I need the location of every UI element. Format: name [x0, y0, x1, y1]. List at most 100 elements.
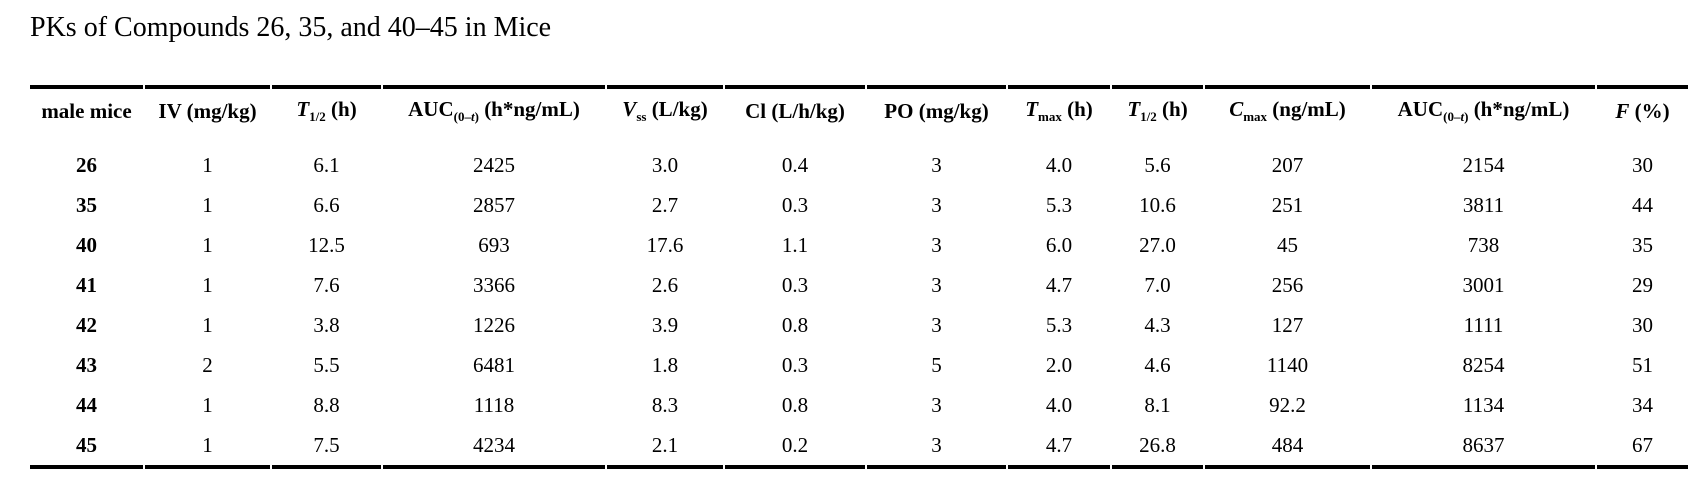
pk-value: 0.8	[781, 392, 809, 417]
pk-value: 3	[931, 392, 942, 417]
pk-value: 1.1	[781, 232, 809, 257]
pk-value: 5.3	[1045, 192, 1073, 217]
pk-value: 0.2	[725, 425, 865, 469]
header-segment: male mice	[41, 98, 132, 123]
pk-value: 1134	[1462, 392, 1505, 417]
pk-value: 1140	[1266, 352, 1309, 377]
pk-value: 5.3	[1045, 312, 1073, 337]
col-tmax: Tmax (h)	[1008, 85, 1110, 145]
header-segment: (h)	[1156, 97, 1188, 121]
pk-value: 7.6	[313, 272, 340, 297]
header-segment: t	[470, 109, 475, 124]
pk-value: 35	[1632, 232, 1653, 257]
compound-id: 35	[76, 192, 97, 217]
pk-value: 6.1	[313, 152, 340, 177]
pk-value: 6.6	[313, 192, 340, 217]
header-segment: (0–	[1443, 109, 1461, 124]
pk-value: 5	[931, 352, 942, 377]
pk-value: 6.0	[1045, 232, 1073, 257]
header-segment: T	[1127, 97, 1141, 121]
header-segment: 1/2	[309, 109, 326, 124]
pk-value: 3001	[1462, 272, 1505, 297]
pk-value: 3811	[1462, 192, 1505, 217]
pk-value: 484	[1205, 425, 1370, 469]
pk-value: 2.7	[651, 192, 679, 217]
header-segment: (ng/mL)	[1267, 97, 1346, 121]
header-segment: AUC	[1397, 97, 1444, 121]
compound-id: 41	[76, 272, 97, 297]
pk-value: 251	[1271, 192, 1304, 217]
pk-value: 2154	[1462, 152, 1505, 177]
pk-value: 3	[931, 272, 942, 297]
compound-id: 42	[76, 312, 97, 337]
pk-value: 0.4	[781, 152, 809, 177]
pk-value: 1.8	[651, 352, 679, 377]
header-segment: max	[1243, 109, 1268, 124]
header-segment: max	[1038, 109, 1062, 124]
pk-value: 0.3	[781, 192, 809, 217]
header-segment: (L/kg)	[646, 97, 708, 121]
pk-value: 4.7	[1008, 425, 1110, 469]
header-segment: T	[1025, 97, 1039, 121]
pk-value: 44	[1632, 192, 1653, 217]
pk-value: 5.5	[313, 352, 340, 377]
col-po-dose: PO (mg/kg)	[867, 85, 1006, 145]
col-t-half-iv: T1/2 (h)	[272, 85, 381, 145]
pk-value: 207	[1271, 152, 1304, 177]
pk-value: 738	[1467, 232, 1500, 257]
pk-value: 3.8	[313, 312, 340, 337]
pk-value: 2857	[473, 192, 515, 217]
pk-value: 3	[931, 152, 942, 177]
pk-value: 3	[931, 192, 942, 217]
pk-value: 1226	[473, 312, 515, 337]
pk-value: 3	[867, 425, 1006, 469]
header-segment: (h)	[1061, 97, 1093, 121]
header-segment: V	[622, 97, 637, 121]
pk-value: 8.1	[1144, 392, 1171, 417]
pk-value: 4.0	[1045, 152, 1073, 177]
header-segment: )	[474, 109, 479, 124]
pk-value: 3	[931, 232, 942, 257]
pk-value: 29	[1632, 272, 1653, 297]
header-segment: IV (mg/kg)	[158, 98, 257, 123]
header-segment: (h*ng/mL)	[478, 97, 580, 121]
pk-value: 2	[202, 352, 213, 377]
table-row: 42 1 3.8 1226 3.9 0.8 3 5.3 4.3 127 1111 30	[30, 305, 1688, 345]
pk-value: 8254	[1462, 352, 1505, 377]
pk-value: 12.5	[308, 232, 345, 257]
pk-value: 0.3	[781, 272, 809, 297]
pk-value: 30	[1632, 312, 1653, 337]
col-cmax: Cmax (ng/mL)	[1205, 85, 1370, 145]
pk-value: 7.0	[1144, 272, 1171, 297]
compound-id: 43	[76, 352, 97, 377]
header-segment: )	[1464, 109, 1469, 124]
compound-id: 26	[76, 152, 97, 177]
pk-value: 4.6	[1144, 352, 1171, 377]
pk-value: 4.7	[1045, 272, 1073, 297]
pk-value: 30	[1632, 152, 1653, 177]
pk-value: 3	[931, 312, 942, 337]
header-segment: (%)	[1629, 98, 1670, 123]
pk-value: 10.6	[1139, 192, 1176, 217]
pk-value: 4234	[383, 425, 605, 469]
pk-value: 1	[202, 392, 213, 417]
table-row: 43 2 5.5 6481 1.8 0.3 5 2.0 4.6 1140 8254 51	[30, 345, 1688, 385]
table-row: 35 1 6.6 2857 2.7 0.3 3 5.3 10.6 251 3811 44	[30, 185, 1688, 225]
pk-value: 3366	[473, 272, 515, 297]
pk-value: 8637	[1372, 425, 1595, 469]
col-f-percent: F (%)	[1597, 85, 1688, 145]
table-header-row: male mice IV (mg/kg) T1/2 (h) AUC(0–t) (h*n…	[30, 85, 1688, 145]
pk-value: 3.9	[651, 312, 679, 337]
header-segment: t	[1460, 109, 1465, 124]
table-row: 44 1 8.8 1118 8.3 0.8 3 4.0 8.1 92.2 1134 34	[30, 385, 1688, 425]
col-vss: Vss (L/kg)	[607, 85, 723, 145]
header-segment: AUC	[408, 97, 454, 121]
pk-value: 6481	[473, 352, 515, 377]
pk-value: 0.8	[781, 312, 809, 337]
pk-value: 7.5	[272, 425, 381, 469]
table-row: 26 1 6.1 2425 3.0 0.4 3 4.0 5.6 207 2154 30	[30, 145, 1688, 185]
pk-table: male mice IV (mg/kg) T1/2 (h) AUC(0–t) (h*n…	[28, 85, 1690, 469]
pk-value: 2.6	[651, 272, 679, 297]
pk-value: 2.1	[607, 425, 723, 469]
header-segment: ss	[636, 109, 647, 124]
